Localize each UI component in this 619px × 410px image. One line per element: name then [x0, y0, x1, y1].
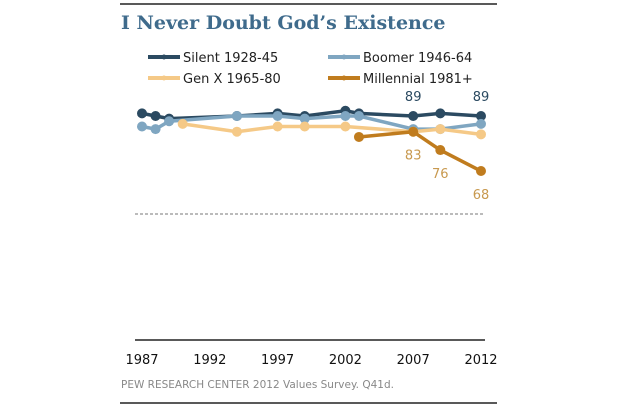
- data-point: [137, 121, 147, 132]
- data-label: 83: [405, 149, 422, 164]
- data-point: [476, 111, 486, 121]
- data-point: [408, 111, 419, 121]
- legend-label-millennial-1981: Millennial 1981+: [363, 72, 473, 87]
- series-millennial-1981: [353, 126, 486, 177]
- data-point: [231, 111, 242, 121]
- data-point: [476, 118, 486, 129]
- data-point: [299, 121, 310, 132]
- data-point: [272, 111, 283, 121]
- data-point: [435, 108, 446, 119]
- data-point: [177, 118, 188, 129]
- data-labels: 89 89 83 76 68: [405, 90, 489, 203]
- data-point: [435, 145, 446, 156]
- source-note: PEW RESEARCH CENTER 2012 Values Survey. …: [121, 379, 394, 391]
- series-line-millennial-1981: [358, 129, 482, 173]
- legend-label-gen-x-1965-80: Gen X 1965-80: [183, 72, 281, 87]
- data-point: [150, 124, 161, 135]
- data-point: [272, 121, 283, 132]
- data-point: [340, 111, 351, 121]
- data-label: 89: [405, 90, 422, 105]
- data-point: [164, 116, 175, 127]
- data-point: [340, 121, 351, 132]
- data-point: [476, 129, 486, 140]
- data-label: 89: [473, 90, 490, 105]
- x-tick-label: 1987: [125, 353, 158, 368]
- data-point: [353, 131, 364, 142]
- legend-marker-boomer-1946-64: [341, 54, 347, 60]
- data-point: [435, 124, 446, 135]
- x-tick-label: 2002: [329, 353, 362, 368]
- x-axis-ticks: 1987 1992 1997 2002 2007 2012: [125, 353, 497, 368]
- legend-marker-silent-1928-45: [161, 54, 167, 60]
- data-point: [150, 111, 161, 121]
- x-tick-label: 2012: [464, 353, 497, 368]
- data-label: 76: [432, 167, 449, 182]
- legend: Silent 1928-45 Boomer 1946-64 Gen X 1965-8…: [148, 51, 473, 87]
- x-tick-label: 1997: [261, 353, 294, 368]
- data-point: [231, 126, 242, 137]
- x-tick-label: 2007: [397, 353, 430, 368]
- data-point: [353, 111, 364, 121]
- series-group: [137, 105, 486, 177]
- legend-marker-millennial-1981: [341, 75, 347, 81]
- data-point: [408, 126, 419, 137]
- data-point: [137, 108, 147, 119]
- x-tick-label: 1992: [193, 353, 226, 368]
- data-point: [299, 113, 310, 124]
- chart-title: I Never Doubt God’s Existence: [121, 12, 446, 34]
- legend-label-silent-1928-45: Silent 1928-45: [183, 51, 278, 66]
- series-gen-x-1965-80: [177, 118, 486, 140]
- data-point: [476, 166, 486, 177]
- data-label: 68: [473, 188, 490, 203]
- legend-label-boomer-1946-64: Boomer 1946-64: [363, 51, 472, 66]
- legend-marker-gen-x-1965-80: [161, 75, 167, 81]
